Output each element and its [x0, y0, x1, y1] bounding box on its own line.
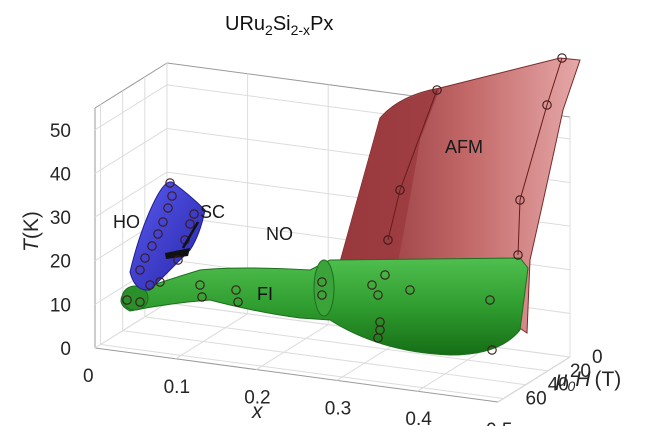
- z-tick-label: 0: [60, 339, 71, 360]
- data-markers: [122, 53, 567, 355]
- data-point: [135, 265, 145, 275]
- y-tick-label: 40: [548, 375, 569, 396]
- data-point: [373, 290, 383, 300]
- data-point: [317, 290, 327, 300]
- x-tick-label: 0.4: [405, 409, 432, 426]
- afm-boundary-line: [387, 89, 438, 241]
- data-point: [185, 219, 195, 229]
- data-point: [165, 178, 175, 188]
- data-point: [135, 297, 145, 307]
- grid-line-x-floor: [175, 313, 248, 360]
- grid-line-h: [144, 316, 548, 372]
- data-point: [542, 100, 552, 110]
- x-tick-label: 0.3: [325, 398, 351, 419]
- grid-line-t-side: [94, 171, 168, 218]
- z-tick-label: 30: [50, 208, 71, 229]
- data-point: [189, 209, 199, 219]
- data-point: [317, 277, 327, 287]
- afm-boundary-line: [517, 57, 563, 256]
- data-point: [487, 345, 497, 355]
- tick-labels: 00.10.20.30.40.5010203040500204060: [50, 121, 603, 426]
- phase-label-fi: FI: [257, 284, 273, 304]
- y-tick-label: 60: [526, 389, 547, 410]
- data-point: [173, 255, 183, 265]
- x-axis-label: x: [251, 400, 264, 423]
- data-point: [155, 277, 165, 287]
- phase-label-ho: HO: [113, 212, 140, 232]
- grid-line-x-floor: [94, 302, 168, 349]
- data-point: [140, 253, 150, 263]
- data-point: [167, 191, 177, 201]
- ho-surface: [129, 181, 206, 291]
- data-point: [195, 280, 205, 290]
- x-tick-label: 0.5: [486, 420, 512, 426]
- data-point: [163, 203, 173, 213]
- data-point: [153, 229, 163, 239]
- data-point: [485, 295, 495, 305]
- fi-surface: [120, 257, 529, 356]
- phase-label-afm: AFM: [445, 137, 483, 157]
- sc-pointer-line: [181, 221, 200, 249]
- grid-line-h: [100, 344, 504, 400]
- data-point: [432, 85, 442, 95]
- data-point: [231, 285, 241, 295]
- grid-line-x-floor: [255, 324, 329, 371]
- grid-line-x-floor: [497, 356, 571, 403]
- data-point: [145, 280, 155, 290]
- grid-line-t-side: [94, 84, 168, 131]
- data-point: [158, 217, 168, 227]
- axis-edge: [94, 62, 168, 109]
- y-tick-label: 20: [570, 361, 591, 382]
- x-tick-label: 0.2: [244, 388, 270, 409]
- data-point: [375, 325, 385, 335]
- phase-label-sc: SC: [200, 202, 225, 222]
- x-tick-label: 0: [83, 366, 94, 387]
- data-point: [383, 235, 393, 245]
- grid-line-x-floor: [417, 345, 490, 392]
- data-point: [380, 270, 390, 280]
- y-tick-label: 0: [592, 347, 603, 368]
- z-tick-label: 50: [50, 121, 71, 142]
- chart-title: URu2Si2-xPx: [225, 13, 333, 38]
- z-tick-label: 10: [50, 295, 71, 316]
- grid-line-t-side: [94, 128, 168, 174]
- z-tick-label: 20: [50, 252, 71, 273]
- grid-line-h: [122, 330, 526, 386]
- data-point: [557, 53, 567, 63]
- axis-edge: [94, 347, 499, 403]
- phase-label-no: NO: [266, 224, 293, 244]
- data-point: [395, 185, 405, 195]
- data-point: [367, 280, 377, 290]
- x-tick-label: 0.1: [164, 377, 190, 398]
- data-point: [147, 241, 157, 251]
- data-point: [405, 285, 415, 295]
- data-point: [233, 297, 243, 307]
- z-tick-label: 40: [50, 164, 71, 185]
- data-point: [197, 292, 207, 302]
- sc-region: [165, 248, 190, 259]
- z-axis-label: T(K): [20, 211, 43, 252]
- y-axis-label: μ0H (T): [555, 368, 621, 394]
- data-point: [122, 295, 132, 305]
